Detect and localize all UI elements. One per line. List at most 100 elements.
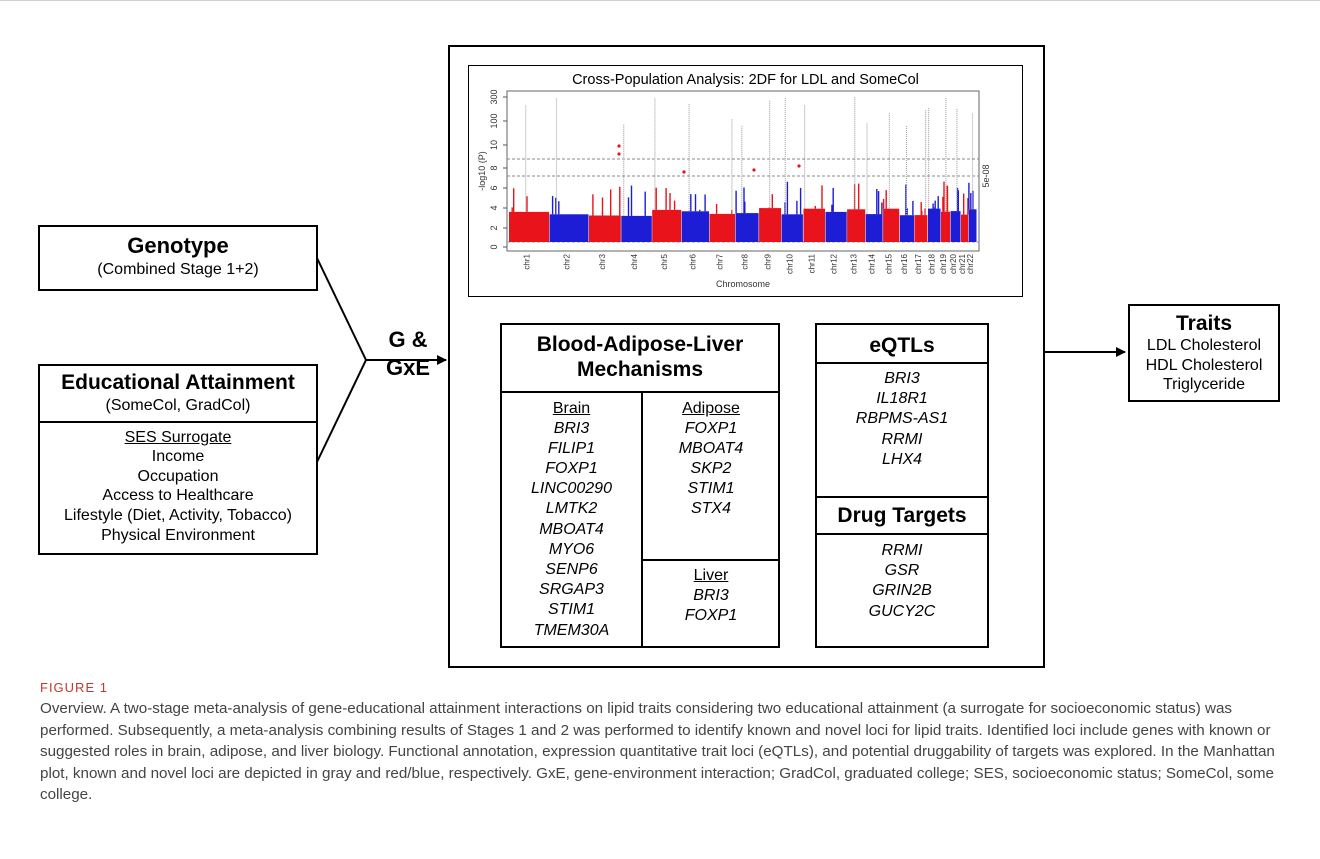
education-divider: [40, 420, 316, 423]
x-tick-label: chr14: [867, 253, 876, 274]
drug-gene: GRIN2B: [872, 582, 932, 600]
y-tick-label: 300: [489, 89, 499, 104]
figure-caption: Overview. A two-stage meta-analysis of g…: [40, 700, 1275, 804]
eqtl-gene: IL18R1: [876, 390, 928, 408]
chromosome-band: [549, 214, 589, 242]
ses-item: Lifestyle (Diet, Activity, Tobacco): [64, 506, 292, 524]
chromosome-band: [759, 208, 782, 242]
novel-hit-point: [797, 164, 801, 168]
y-tick-label: 6: [489, 185, 499, 190]
adipose-gene: MBOAT4: [678, 439, 744, 457]
genotype-connector: [316, 257, 367, 361]
brain-gene: BRI3: [553, 419, 590, 437]
drug-gene: RRMI: [881, 542, 923, 559]
ses-header: SES Surrogate: [124, 428, 232, 446]
chromosome-band: [681, 211, 710, 242]
ses-item: Occupation: [137, 467, 219, 485]
liver-header: Liver: [693, 567, 729, 584]
chromosome-band: [825, 211, 847, 242]
novel-hit-point: [617, 144, 621, 148]
x-tick-label: chr11: [808, 253, 817, 273]
mechanisms-divider: [502, 391, 778, 393]
chromosome-band: [781, 214, 803, 242]
adipose-column: Adipose FOXP1 MBOAT4 SKP2 STIM1 STX4: [643, 399, 779, 520]
eqtls-drugs-box: eQTLs BRI3 IL18R1 RBPMS-AS1 RRMI LHX4 Dr…: [815, 323, 989, 648]
genotype-subtitle: (Combined Stage 1+2): [97, 261, 259, 278]
ses-item: Physical Environment: [101, 526, 255, 544]
adipose-gene: SKP2: [690, 460, 732, 477]
x-tick-label: chr18: [928, 253, 937, 274]
chromosome-band: [950, 211, 961, 242]
traits-box: Traits LDL Cholesterol HDL Cholesterol T…: [1128, 304, 1280, 402]
adipose-liver-divider: [641, 559, 778, 561]
brain-gene: MYO6: [548, 540, 595, 558]
gxe-line1: G &: [388, 327, 428, 352]
genotype-box: Genotype (Combined Stage 1+2): [38, 225, 318, 291]
eqtl-gene: RRMI: [881, 430, 923, 448]
eqtls-divider: [817, 362, 987, 364]
chromosome-band: [621, 215, 652, 242]
manhattan-plot-frame: Cross-Population Analysis: 2DF for LDL a…: [468, 65, 1023, 297]
y-axis-label: -log10 (P): [477, 151, 487, 191]
ses-item: Access to Healthcare: [102, 487, 254, 505]
y-tick-label: 0: [489, 244, 499, 249]
education-subtitle: (SomeCol, GradCol): [105, 397, 251, 414]
chromosome-band: [589, 215, 621, 242]
eqtl-gene: BRI3: [884, 370, 920, 387]
x-tick-label: chr3: [598, 253, 607, 269]
drugs-title: Drug Targets: [837, 504, 967, 527]
genotype-title: Genotype: [127, 233, 229, 258]
chromosome-band: [735, 213, 759, 242]
chromosome-band: [847, 209, 866, 242]
brain-gene: FILIP1: [547, 439, 596, 457]
drugs-title-divider: [817, 533, 987, 535]
chromosome-band: [883, 208, 900, 242]
manhattan-plot: 0 2 4 6 8 10 100 300 -log10 (P) 5e-08 chr1 chr2 chr3…: [477, 89, 991, 289]
liver-gene: FOXP1: [684, 606, 738, 624]
brain-gene: LINC00290: [531, 480, 612, 498]
mechanisms-title: Blood-Adipose-Liver Mechanisms: [502, 332, 778, 382]
x-axis-label: Chromosome: [716, 279, 770, 289]
chromosome-band: [968, 209, 977, 242]
x-tick-label: chr1: [522, 253, 531, 269]
eqtl-gene: RBPMS-AS1: [855, 410, 949, 428]
chromosome-band: [899, 215, 914, 242]
liver-gene: BRI3: [693, 586, 729, 604]
x-tick-label: chr2: [562, 253, 571, 269]
gxe-line2: GxE: [385, 355, 431, 380]
x-tick-label: chr15: [884, 253, 893, 274]
x-tick-label: chr4: [630, 253, 639, 269]
mechanisms-title-line1: Blood-Adipose-Liver: [536, 333, 744, 356]
traits-title: Traits: [1175, 312, 1233, 335]
chromosome-band: [803, 208, 825, 242]
y-tick-label: 8: [489, 165, 499, 170]
brain-gene: FOXP1: [545, 460, 598, 477]
chromosome-band: [961, 214, 969, 242]
figure-label: FIGURE 1: [40, 680, 108, 695]
brain-gene: MBOAT4: [539, 520, 604, 538]
mechanisms-vdivider: [641, 391, 643, 646]
drugs-list: RRMI GSR GRIN2B GUCY2C: [817, 541, 987, 622]
x-tick-label: chr19: [939, 253, 948, 274]
y-tick-label: 4: [489, 205, 499, 210]
y-tick-label: 10: [489, 140, 499, 150]
adipose-gene: STX4: [690, 500, 731, 518]
mechanisms-box: Blood-Adipose-Liver Mechanisms Brain BRI…: [500, 323, 780, 648]
eqtls-list: BRI3 IL18R1 RBPMS-AS1 RRMI LHX4: [817, 369, 987, 470]
brain-gene: SRGAP3: [539, 581, 604, 599]
brain-header: Brain: [552, 400, 591, 417]
eqtls-title: eQTLs: [869, 334, 935, 357]
x-tick-label: chr17: [914, 253, 923, 274]
x-tick-label: chr8: [740, 253, 749, 269]
x-tick-label: chr13: [849, 253, 858, 274]
trait-item: HDL Cholesterol: [1145, 356, 1263, 374]
brain-column: Brain BRI3 FILIP1 FOXP1 LINC00290 LMTK2 …: [502, 399, 641, 641]
adipose-gene: STIM1: [687, 480, 735, 498]
chromosome-band: [709, 213, 735, 242]
chromosome-band: [941, 211, 951, 242]
chromosome-band: [928, 208, 941, 242]
x-tick-label: chr7: [716, 253, 725, 269]
x-tick-label: chr16: [900, 253, 909, 274]
brain-gene: SENP6: [545, 561, 598, 579]
brain-gene: STIM1: [547, 601, 596, 619]
